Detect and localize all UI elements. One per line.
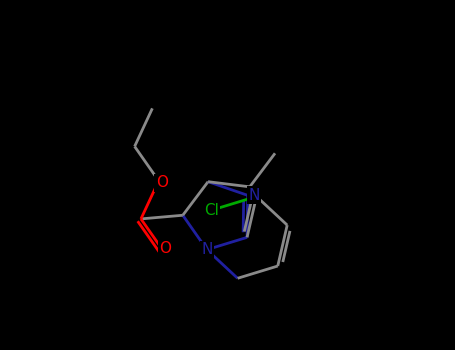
Text: O: O: [156, 175, 168, 190]
Text: Cl: Cl: [204, 203, 219, 218]
Text: N: N: [248, 188, 259, 203]
Text: O: O: [159, 241, 171, 256]
Text: N: N: [201, 242, 212, 257]
